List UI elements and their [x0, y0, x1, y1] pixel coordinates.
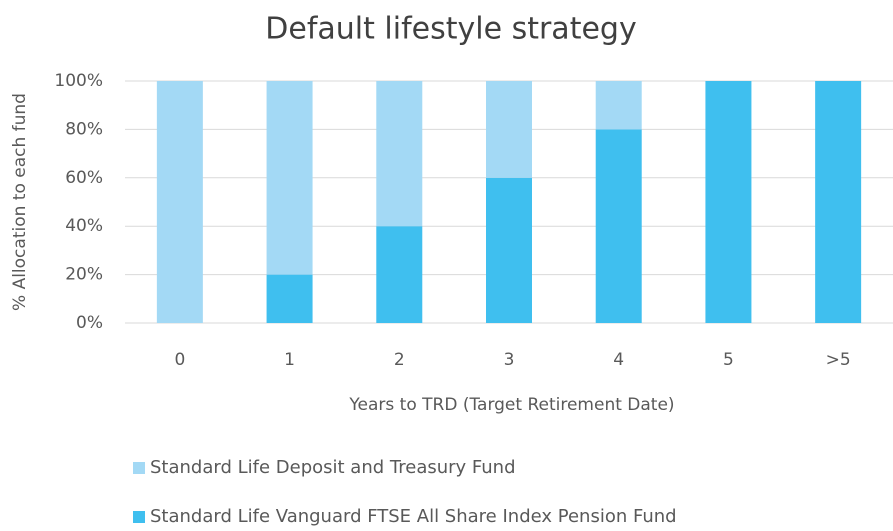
- chart-title: Default lifestyle strategy: [265, 12, 636, 47]
- legend-label: Standard Life Vanguard FTSE All Share In…: [150, 506, 677, 527]
- bar-segment: [266, 274, 313, 323]
- bar-segment: [486, 81, 532, 178]
- bar-segment: [705, 81, 752, 323]
- x-tick-label: 4: [613, 350, 624, 370]
- legend-label: Standard Life Deposit and Treasury Fund: [150, 457, 516, 478]
- y-axis-title: % Allocation to each fund: [10, 93, 30, 311]
- bar-segment: [595, 129, 642, 323]
- legend-swatch: [133, 462, 145, 474]
- x-tick-label: >5: [826, 350, 851, 370]
- bar-segment: [815, 81, 862, 323]
- x-tick-label: 5: [723, 350, 734, 370]
- y-tick-label: 20%: [65, 265, 103, 285]
- bar-segment: [486, 177, 532, 323]
- bar-segment: [376, 81, 423, 227]
- x-tick-label: 1: [284, 350, 295, 370]
- x-axis-title: Years to TRD (Target Retirement Date): [348, 395, 674, 415]
- x-tick-label: 0: [174, 350, 185, 370]
- y-tick-label: 0%: [76, 313, 103, 333]
- bar-segment: [266, 81, 313, 275]
- y-tick-label: 100%: [54, 71, 103, 91]
- y-tick-label: 40%: [65, 216, 103, 236]
- bar-segment: [595, 81, 642, 130]
- bar-segment: [156, 81, 203, 323]
- bar-segment: [376, 226, 423, 323]
- y-tick-label: 60%: [65, 168, 103, 188]
- legend-swatch: [133, 511, 145, 523]
- x-tick-label: 3: [504, 350, 515, 370]
- x-tick-label: 2: [394, 350, 405, 370]
- y-tick-label: 80%: [65, 119, 103, 139]
